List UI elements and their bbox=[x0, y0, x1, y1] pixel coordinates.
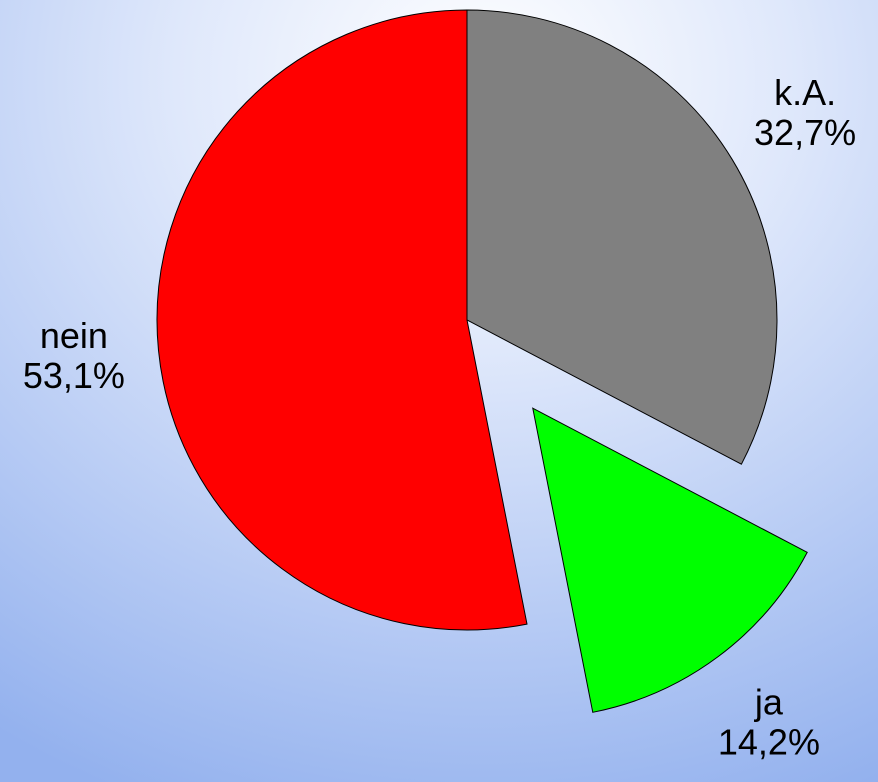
value-label: 32,7% bbox=[754, 112, 856, 153]
pie-slice bbox=[532, 407, 808, 713]
pie-slice bbox=[466, 9, 778, 465]
slice-label: k.A. bbox=[774, 72, 836, 113]
slice-label: ja bbox=[754, 681, 784, 722]
value-label: 53,1% bbox=[23, 355, 125, 396]
value-label: 14,2% bbox=[718, 721, 820, 762]
pie-slice bbox=[156, 9, 528, 631]
slice-label: nein bbox=[40, 315, 108, 356]
